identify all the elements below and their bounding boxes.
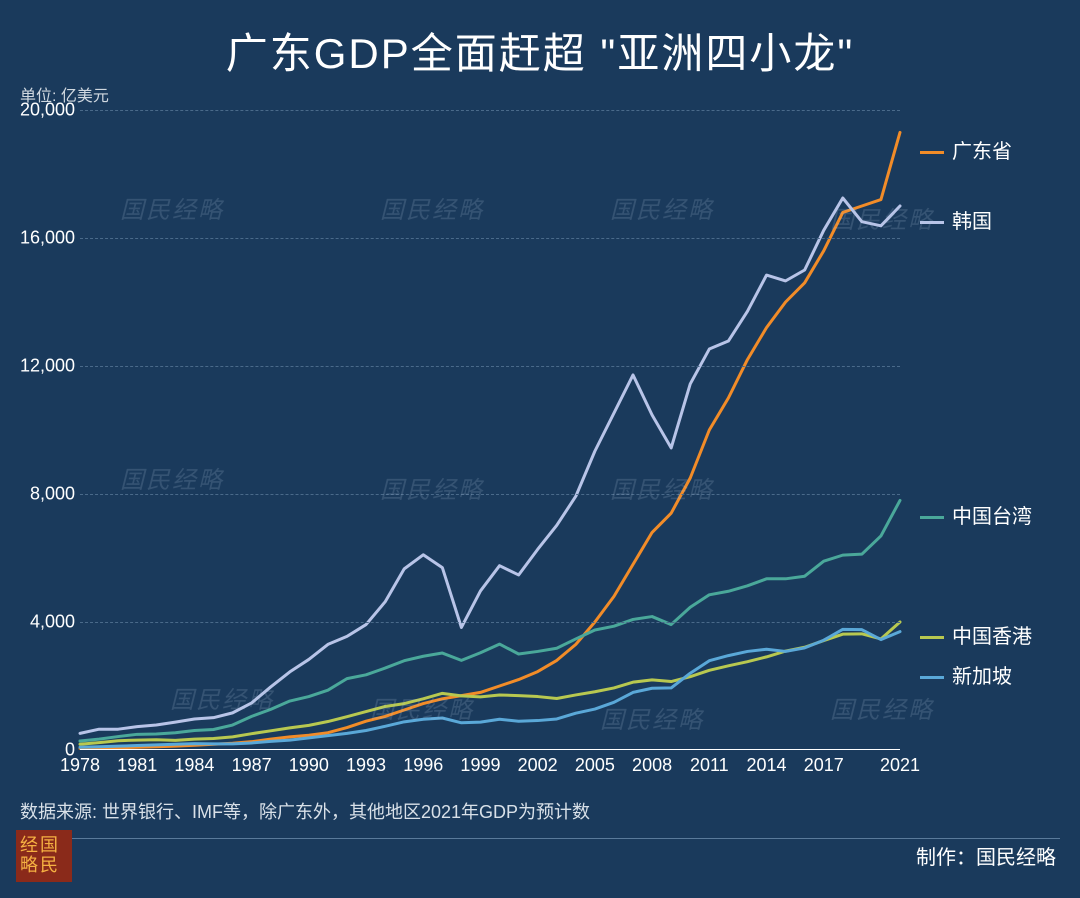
- x-tick-label: 1999: [460, 755, 500, 776]
- x-tick-label: 1993: [346, 755, 386, 776]
- y-axis: 04,0008,00012,00016,00020,000: [10, 110, 75, 750]
- legend-item: 新加坡: [920, 660, 1012, 689]
- legend-item: 中国台湾: [920, 500, 1032, 529]
- gridline: [80, 110, 900, 111]
- legend-label: 中国香港: [952, 626, 1032, 648]
- x-tick-label: 1996: [403, 755, 443, 776]
- line-chart-svg: [80, 110, 900, 750]
- y-tick-label: 20,000: [20, 100, 75, 121]
- legend-color-dash: [920, 151, 944, 154]
- gridline: [80, 366, 900, 367]
- y-tick-label: 16,000: [20, 228, 75, 249]
- source-text: 数据来源: 世界银行、IMF等，除广东外，其他地区2021年GDP为预计数: [20, 798, 1060, 839]
- x-tick-label: 1984: [174, 755, 214, 776]
- gridline: [80, 494, 900, 495]
- credit-text: 制作：国民经略: [916, 841, 1056, 870]
- legend-label: 韩国: [952, 211, 992, 233]
- legend-label: 中国台湾: [952, 506, 1032, 528]
- series-line-广东省: [80, 132, 900, 748]
- x-tick-label: 1981: [117, 755, 157, 776]
- x-tick-label: 2005: [575, 755, 615, 776]
- legend-color-dash: [920, 636, 944, 639]
- legend-color-dash: [920, 676, 944, 679]
- series-line-中国香港: [80, 622, 900, 744]
- x-tick-label: 2002: [518, 755, 558, 776]
- legend-color-dash: [920, 516, 944, 519]
- x-tick-label: 2011: [690, 755, 729, 776]
- chart-title: 广东GDP全面赶超 "亚洲四小龙": [0, 0, 1080, 81]
- brand-logo: 经国略民: [16, 830, 72, 882]
- x-tick-label: 1987: [232, 755, 272, 776]
- legend-label: 新加坡: [952, 666, 1012, 688]
- x-tick-label: 2014: [746, 755, 786, 776]
- x-tick-label: 1978: [60, 755, 100, 776]
- y-tick-label: 12,000: [20, 356, 75, 377]
- gridline: [80, 238, 900, 239]
- x-axis-line: [80, 749, 900, 750]
- y-tick-label: 8,000: [30, 484, 75, 505]
- x-tick-label: 1990: [289, 755, 329, 776]
- x-tick-label: 2017: [804, 755, 844, 776]
- legend-label: 广东省: [952, 141, 1012, 163]
- x-tick-label: 2021: [880, 755, 920, 776]
- x-axis: 1978198119841987199019931996199920022005…: [80, 755, 900, 785]
- chart-plot-area: [80, 110, 900, 750]
- legend-item: 广东省: [920, 135, 1012, 164]
- gridline: [80, 622, 900, 623]
- legend-color-dash: [920, 221, 944, 224]
- x-tick-label: 2008: [632, 755, 672, 776]
- legend-item: 韩国: [920, 205, 992, 234]
- series-line-中国台湾: [80, 500, 900, 741]
- legend-item: 中国香港: [920, 620, 1032, 649]
- y-tick-label: 4,000: [30, 612, 75, 633]
